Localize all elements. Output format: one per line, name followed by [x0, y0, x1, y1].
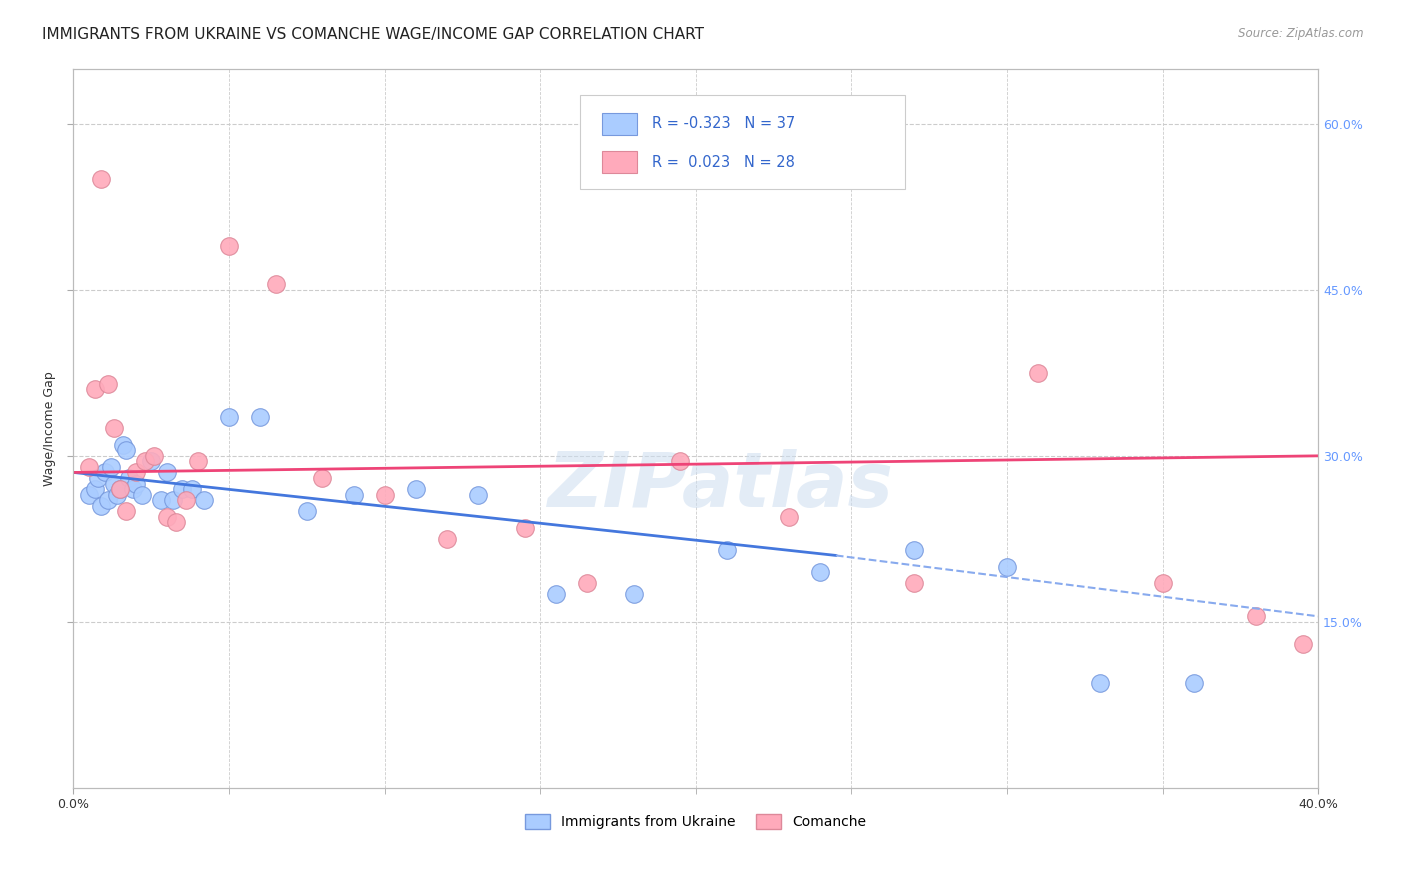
- Point: [103, 421, 125, 435]
- Point: [187, 454, 209, 468]
- Point: [249, 410, 271, 425]
- Point: [84, 383, 107, 397]
- Point: [180, 482, 202, 496]
- Point: [108, 482, 131, 496]
- FancyBboxPatch shape: [602, 152, 637, 173]
- Point: [108, 482, 131, 496]
- Point: [778, 509, 800, 524]
- Point: [165, 515, 187, 529]
- Point: [575, 576, 598, 591]
- FancyBboxPatch shape: [581, 95, 905, 189]
- Point: [156, 466, 179, 480]
- Text: R =  0.023   N = 28: R = 0.023 N = 28: [652, 154, 796, 169]
- Point: [1182, 675, 1205, 690]
- Point: [77, 487, 100, 501]
- Y-axis label: Wage/Income Gap: Wage/Income Gap: [44, 371, 56, 485]
- Point: [193, 493, 215, 508]
- Point: [623, 587, 645, 601]
- Point: [134, 454, 156, 468]
- Point: [149, 493, 172, 508]
- Point: [100, 459, 122, 474]
- Text: IMMIGRANTS FROM UKRAINE VS COMANCHE WAGE/INCOME GAP CORRELATION CHART: IMMIGRANTS FROM UKRAINE VS COMANCHE WAGE…: [42, 27, 704, 42]
- Point: [115, 504, 138, 518]
- Point: [808, 565, 831, 579]
- Point: [125, 466, 148, 480]
- Point: [374, 487, 396, 501]
- Point: [131, 487, 153, 501]
- Point: [143, 449, 166, 463]
- Text: R = -0.323   N = 37: R = -0.323 N = 37: [652, 117, 796, 131]
- Point: [90, 499, 112, 513]
- Point: [903, 542, 925, 557]
- Point: [311, 471, 333, 485]
- Point: [995, 559, 1018, 574]
- Point: [121, 482, 143, 496]
- Point: [1244, 609, 1267, 624]
- Point: [903, 576, 925, 591]
- Point: [264, 277, 287, 292]
- Point: [141, 454, 163, 468]
- Point: [1026, 366, 1049, 380]
- Point: [93, 466, 115, 480]
- Point: [436, 532, 458, 546]
- Point: [172, 482, 194, 496]
- Point: [105, 487, 128, 501]
- Text: Source: ZipAtlas.com: Source: ZipAtlas.com: [1239, 27, 1364, 40]
- Point: [90, 172, 112, 186]
- Point: [77, 459, 100, 474]
- Text: ZIPatlas: ZIPatlas: [548, 449, 894, 523]
- Point: [125, 476, 148, 491]
- Point: [513, 521, 536, 535]
- Point: [97, 493, 120, 508]
- Point: [295, 504, 318, 518]
- Point: [218, 238, 240, 252]
- Point: [87, 471, 110, 485]
- Point: [218, 410, 240, 425]
- Point: [716, 542, 738, 557]
- Point: [162, 493, 184, 508]
- Point: [1291, 637, 1313, 651]
- Point: [97, 376, 120, 391]
- Point: [544, 587, 567, 601]
- Point: [1090, 675, 1112, 690]
- Point: [467, 487, 489, 501]
- Point: [84, 482, 107, 496]
- FancyBboxPatch shape: [602, 113, 637, 135]
- Point: [156, 509, 179, 524]
- Point: [405, 482, 427, 496]
- Legend: Immigrants from Ukraine, Comanche: Immigrants from Ukraine, Comanche: [519, 809, 872, 835]
- Point: [669, 454, 692, 468]
- Point: [1152, 576, 1174, 591]
- Point: [118, 471, 141, 485]
- Point: [112, 438, 135, 452]
- Point: [342, 487, 364, 501]
- Point: [115, 443, 138, 458]
- Point: [174, 493, 197, 508]
- Point: [103, 476, 125, 491]
